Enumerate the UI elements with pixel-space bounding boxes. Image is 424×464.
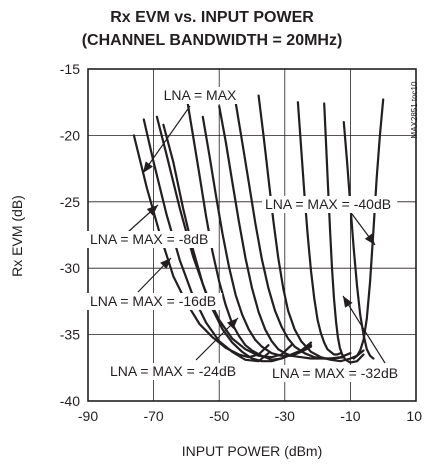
chart-subtitle: (CHANNEL BANDWIDTH = 20MHz) bbox=[81, 32, 343, 49]
chart-title: Rx EVM vs. INPUT POWER bbox=[110, 9, 314, 26]
annotation-background bbox=[269, 365, 405, 382]
series-line bbox=[342, 121, 375, 360]
series-line bbox=[234, 101, 345, 360]
annotations: LNA = MAX LNA = MAX = -8dB LNA = MAX = -16… bbox=[87, 87, 405, 382]
arrowhead bbox=[343, 296, 353, 308]
arrowhead bbox=[160, 258, 171, 270]
annotation-background bbox=[162, 87, 238, 104]
annotation-label: LNA = MAX = -32dB bbox=[272, 365, 398, 381]
x-tick-label: -10 bbox=[340, 408, 360, 424]
annotation-arrow bbox=[142, 105, 191, 174]
annotation-label: LNA = MAX bbox=[164, 87, 237, 103]
series-line bbox=[142, 118, 270, 363]
annotation-arrow bbox=[342, 295, 386, 364]
y-tick-label: -30 bbox=[60, 260, 80, 276]
y-tick-label: -40 bbox=[60, 393, 80, 409]
x-tick-label: -30 bbox=[275, 408, 295, 424]
arrowhead bbox=[143, 161, 154, 173]
x-tick-label: 10 bbox=[406, 408, 422, 424]
annotation-label: LNA = MAX = -40dB bbox=[265, 196, 391, 212]
x-tick-label: -50 bbox=[209, 408, 229, 424]
annotation-label: LNA = MAX = -24dB bbox=[110, 363, 236, 379]
x-axis-label: INPUT POWER (dBm) bbox=[182, 443, 323, 459]
y-tick-label: -20 bbox=[60, 127, 80, 143]
series-line bbox=[352, 98, 385, 360]
annotation-background bbox=[107, 363, 243, 380]
annotation-background bbox=[87, 231, 215, 248]
y-tick-label: -15 bbox=[60, 61, 80, 77]
arrowhead bbox=[364, 233, 375, 245]
y-axis-label: Rx EVM (dB) bbox=[9, 195, 25, 277]
arrowhead bbox=[227, 318, 238, 329]
x-tick-label: -90 bbox=[78, 408, 98, 424]
series-line bbox=[155, 115, 293, 359]
annotation-background bbox=[262, 196, 398, 213]
y-tick-label: -35 bbox=[60, 327, 80, 343]
annotation-label: LNA = MAX = -8dB bbox=[90, 231, 208, 247]
x-tick-label: -70 bbox=[143, 408, 163, 424]
arrowhead bbox=[146, 205, 158, 216]
figure-code: MAX2851 toc10 bbox=[410, 81, 419, 138]
axes: -90 -70 -50 -30 -10 10 -15 -20 -25 -30 -35 -40 bbox=[60, 61, 422, 424]
series-line bbox=[323, 102, 365, 364]
series-line bbox=[201, 115, 313, 357]
annotation-label: LNA = MAX = -16dB bbox=[90, 293, 216, 309]
y-tick-label: -25 bbox=[60, 194, 80, 210]
series-line bbox=[296, 101, 342, 356]
annotation-background bbox=[87, 293, 223, 310]
series-line bbox=[185, 94, 313, 361]
